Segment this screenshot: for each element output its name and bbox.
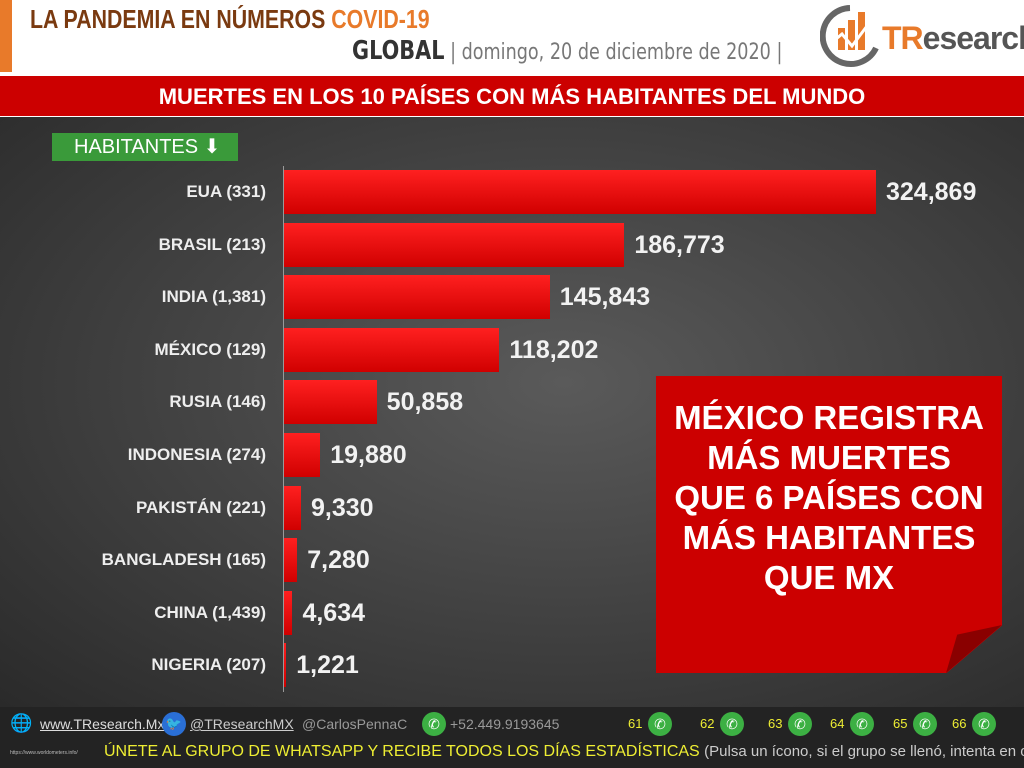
bar <box>284 170 876 214</box>
arrow-down-icon: ⬇ <box>203 136 221 158</box>
value-label: 50,858 <box>386 388 464 417</box>
bar <box>284 327 500 372</box>
bar <box>284 433 321 477</box>
category-label: BANGLADESH (165) <box>101 550 266 570</box>
twitter-handle-2[interactable]: @CarlosPennaC <box>302 716 408 732</box>
twitter-link[interactable]: @TResearchMX <box>190 716 294 732</box>
bar <box>284 590 293 635</box>
group-number: 61 <box>628 716 643 731</box>
group-number: 64 <box>830 716 845 731</box>
value-label: 1,221 <box>296 651 359 680</box>
phone-number: +52.449.9193645 <box>450 716 560 732</box>
globe-icon: 🌐 <box>10 713 33 733</box>
value-label: 324,869 <box>886 178 977 206</box>
logo-chart-icon <box>819 5 879 67</box>
callout-box: MÉXICO REGISTRA MÁS MUERTES QUE 6 PAÍSES C… <box>656 376 1002 673</box>
whatsapp-icon[interactable]: ✆ <box>788 712 812 736</box>
callout-line: MÁS HABITANTES <box>682 519 976 556</box>
whatsapp-cta: ÚNETE AL GRUPO DE WHATSAPP Y RECIBE TODO… <box>104 743 1024 760</box>
value-label: 7,280 <box>307 546 370 575</box>
subtitle: GLOBAL | domingo, 20 de diciembre de 202… <box>352 36 783 66</box>
callout-line: QUE MX <box>763 559 895 596</box>
page-title: LA PANDEMIA EN NÚMEROS COVID-19 <box>30 4 430 34</box>
phone-icon: ✆ <box>422 712 446 736</box>
header: LA PANDEMIA EN NÚMEROS COVID-19 GLOBAL |… <box>0 0 1024 74</box>
category-label: NIGERIA (207) <box>151 655 266 675</box>
group-number: 63 <box>768 716 783 731</box>
value-label: 4,634 <box>302 598 365 627</box>
group-number: 66 <box>952 716 967 731</box>
whatsapp-icon[interactable]: ✆ <box>648 712 672 736</box>
value-label: 145,843 <box>559 283 651 312</box>
value-label: 19,880 <box>330 441 407 469</box>
group-number: 62 <box>700 716 715 731</box>
y-axis <box>283 166 284 692</box>
whatsapp-icon[interactable]: ✆ <box>850 712 874 736</box>
group-number: 65 <box>893 716 908 731</box>
category-label: RUSIA (146) <box>169 392 266 412</box>
source-link[interactable]: https://www.worldometers.info/ <box>10 750 78 756</box>
whatsapp-icon[interactable]: ✆ <box>972 712 996 736</box>
bar <box>284 380 377 425</box>
accent-bar <box>0 0 12 72</box>
value-label: 118,202 <box>509 335 599 364</box>
category-label: INDIA (1,381) <box>161 287 266 307</box>
bar <box>284 485 301 530</box>
bar <box>284 538 298 583</box>
chart-title: MUERTES EN LOS 10 PAÍSES CON MÁS HABITAN… <box>0 76 1024 116</box>
whatsapp-icon[interactable]: ✆ <box>720 712 744 736</box>
value-label: 186,773 <box>634 230 725 259</box>
category-label: BRASIL (213) <box>158 234 266 254</box>
sort-badge: HABITANTES ⬇ <box>52 133 238 161</box>
value-label: 9,330 <box>311 493 374 522</box>
category-label: CHINA (1,439) <box>154 602 266 622</box>
bar <box>284 275 550 320</box>
bar <box>284 643 287 688</box>
category-label: INDONESIA (274) <box>127 445 266 464</box>
whatsapp-icon[interactable]: ✆ <box>913 712 937 736</box>
callout-line: QUE 6 PAÍSES CON <box>674 479 984 516</box>
tresearch-logo: TResearch <box>819 4 1024 68</box>
twitter-icon: 🐦 <box>162 712 186 736</box>
bar <box>284 222 625 267</box>
callout-line: MÁS MUERTES <box>707 439 951 476</box>
callout-line: MÉXICO REGISTRA <box>674 399 984 436</box>
website-link[interactable]: www.TResearch.Mx <box>40 716 165 732</box>
category-label: MÉXICO (129) <box>154 339 266 359</box>
category-label: PAKISTÁN (221) <box>135 497 266 517</box>
category-label: EUA (331) <box>186 182 266 201</box>
